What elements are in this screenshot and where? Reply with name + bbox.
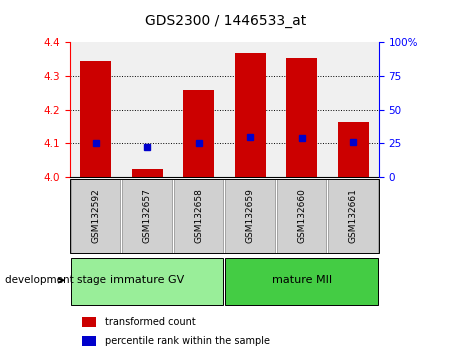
FancyBboxPatch shape (122, 178, 172, 253)
Text: GSM132592: GSM132592 (91, 189, 100, 243)
Text: GSM132657: GSM132657 (143, 188, 152, 244)
Bar (338, 121, 368, 177)
Bar (235, 53, 266, 177)
FancyBboxPatch shape (226, 178, 275, 253)
Text: GSM132661: GSM132661 (349, 188, 358, 244)
Bar (80, 61, 111, 177)
Text: immature GV: immature GV (110, 275, 184, 285)
FancyBboxPatch shape (277, 178, 327, 253)
Bar (286, 58, 317, 177)
Text: GSM132660: GSM132660 (297, 188, 306, 244)
Text: percentile rank within the sample: percentile rank within the sample (106, 336, 271, 346)
Text: mature MII: mature MII (272, 275, 331, 285)
Text: GSM132659: GSM132659 (246, 188, 255, 244)
FancyBboxPatch shape (71, 258, 223, 305)
Text: GSM132658: GSM132658 (194, 188, 203, 244)
Text: transformed count: transformed count (106, 317, 196, 327)
FancyBboxPatch shape (226, 258, 378, 305)
Bar (82, 317, 96, 327)
Bar (82, 336, 96, 346)
FancyBboxPatch shape (174, 178, 223, 253)
Text: GDS2300 / 1446533_at: GDS2300 / 1446533_at (145, 14, 306, 28)
FancyBboxPatch shape (71, 178, 120, 253)
Text: development stage: development stage (5, 275, 106, 285)
Bar (132, 169, 162, 177)
FancyBboxPatch shape (328, 178, 378, 253)
Bar (183, 90, 214, 177)
